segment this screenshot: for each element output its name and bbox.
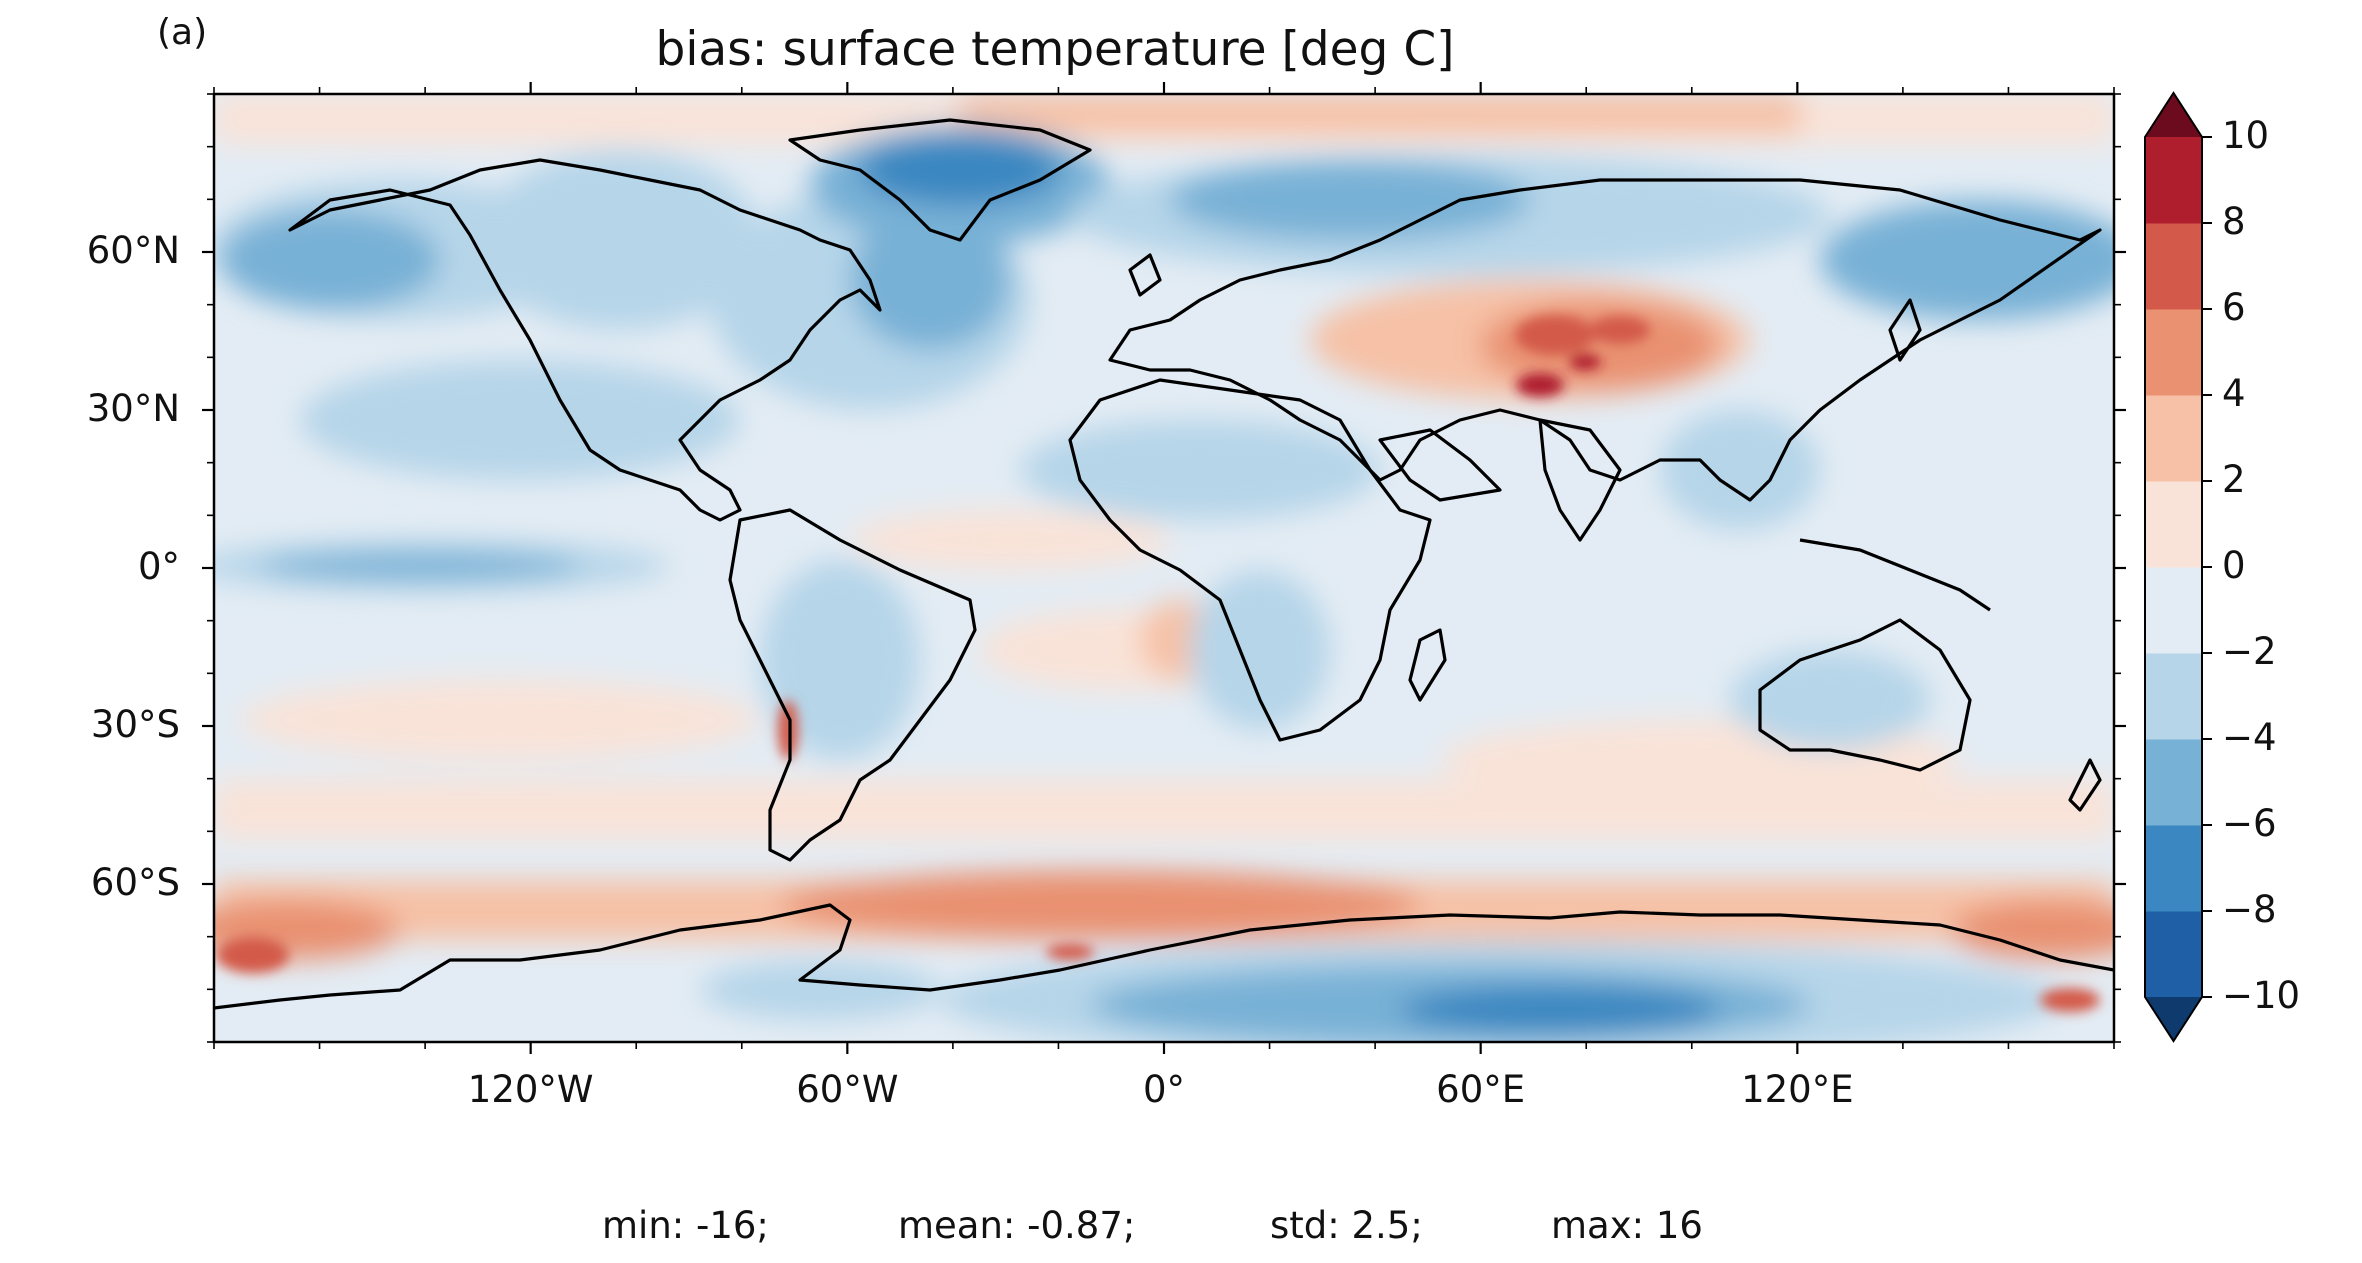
panel-label: (a) [157, 12, 208, 53]
colorbar-tick-label: −6 [2222, 802, 2277, 845]
colorbar-segment [2145, 911, 2202, 998]
lat-tick-label: 60°N [86, 229, 180, 272]
colorbar-tick-label: 10 [2222, 114, 2270, 157]
stat-min: min: -16; [602, 1204, 769, 1247]
colorbar-tick-label: 2 [2222, 458, 2246, 501]
colorbar-segment [2145, 739, 2202, 826]
colorbar-tick-label: −4 [2222, 716, 2277, 759]
colorbar-segment [2145, 309, 2202, 396]
stat-max: max: 16 [1551, 1204, 1703, 1247]
lat-tick-label: 30°N [86, 387, 180, 430]
colorbar-over-arrow [2145, 93, 2202, 137]
axis-ticks [202, 82, 2126, 1054]
colorbar-segment [2145, 223, 2202, 310]
lon-tick-label: 60°W [796, 1068, 899, 1111]
lon-tick-label: 120°W [467, 1068, 594, 1111]
lat-tick-label: 0° [137, 545, 180, 588]
lon-tick-label: 60°E [1436, 1068, 1526, 1111]
colorbar-tick-label: −10 [2222, 974, 2301, 1017]
colorbar-under-arrow [2145, 997, 2202, 1041]
bias-field [214, 94, 2114, 1042]
lon-tick-label: 0° [1142, 1068, 1186, 1111]
lat-tick-label: 60°S [90, 861, 180, 904]
colorbar-segment [2145, 653, 2202, 740]
colorbar-tick-label: 0 [2222, 544, 2246, 587]
colorbar-tick-label: 8 [2222, 200, 2246, 243]
colorbar [2144, 91, 2212, 1043]
stat-std: std: 2.5; [1270, 1204, 1423, 1247]
colorbar-segment [2145, 825, 2202, 912]
colorbar-segment [2145, 481, 2202, 568]
lon-tick-label: 120°E [1741, 1068, 1854, 1111]
lat-tick-label: 30°S [90, 703, 180, 746]
colorbar-segment [2145, 567, 2202, 654]
colorbar-tick-label: 6 [2222, 286, 2246, 329]
colorbar-tick-label: −2 [2222, 630, 2277, 673]
stat-mean: mean: -0.87; [898, 1204, 1136, 1247]
chart-title: bias: surface temperature [deg C] [655, 22, 1455, 77]
colorbar-segment [2145, 137, 2202, 224]
colorbar-tick-label: 4 [2222, 372, 2246, 415]
colorbar-segment [2145, 395, 2202, 482]
colorbar-tick-label: −8 [2222, 888, 2277, 931]
